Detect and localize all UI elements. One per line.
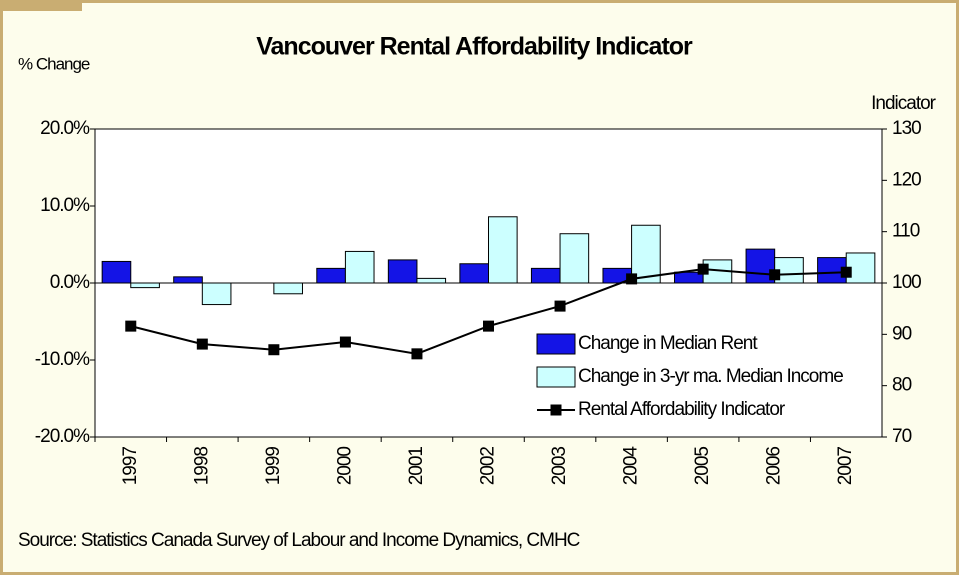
bar: [387, 259, 418, 284]
x-tick-label: 2007: [835, 447, 856, 486]
x-tick-label: 2000: [334, 447, 355, 486]
x-tick-label: 2005: [692, 447, 713, 486]
marker: [268, 344, 280, 356]
tab: [0, 0, 82, 11]
bar: [273, 282, 303, 295]
y-tick-label: -20.0%: [35, 426, 90, 447]
marker: [769, 269, 781, 281]
y-axis-label: % Change: [18, 54, 90, 73]
marker: [840, 266, 852, 278]
y-tick-label: -10.0%: [35, 349, 90, 370]
y2-tick-label: 110: [892, 221, 920, 242]
marker: [626, 273, 638, 285]
marker: [196, 338, 208, 350]
y2-tick-label: 80: [892, 375, 912, 396]
legend-label: Change in Median Rent: [578, 333, 758, 354]
source-note: Source: Statistics Canada Survey of Labo…: [18, 530, 580, 551]
legend-label: Change in 3-yr ma. Median Income: [578, 366, 843, 387]
bar: [173, 276, 203, 284]
legend-swatch: [536, 333, 576, 355]
bar: [416, 277, 447, 284]
marker: [411, 348, 423, 360]
legend-swatch: [536, 366, 576, 388]
y2-tick-label: 120: [892, 169, 921, 190]
marker: [554, 300, 566, 312]
x-tick-label: 2001: [406, 447, 427, 486]
bar: [101, 260, 132, 284]
chart-title: Vancouver Rental Affordability Indicator: [256, 33, 693, 61]
x-tick-label: 1997: [120, 447, 141, 486]
legend-label: Rental Affordability Indicator: [578, 399, 786, 420]
bar: [488, 216, 518, 284]
bar: [344, 250, 375, 284]
legend-marker: [550, 404, 562, 416]
marker: [697, 263, 709, 275]
bar: [559, 233, 590, 284]
y-tick-label: 10.0%: [40, 195, 90, 216]
x-tick-label: 2003: [549, 447, 570, 486]
bar: [631, 224, 661, 284]
y2-axis-label: Indicator: [871, 93, 937, 114]
x-tick-label: 2002: [478, 447, 499, 486]
y2-tick-label: 130: [892, 118, 921, 139]
x-tick-label: 1999: [263, 447, 284, 486]
x-tick-label: 1998: [191, 447, 212, 486]
bar: [201, 282, 232, 306]
y-tick-label: 0.0%: [50, 272, 90, 293]
y2-tick-label: 100: [892, 272, 921, 293]
x-tick-label: 2006: [764, 447, 785, 486]
bar: [459, 263, 489, 284]
x-tick-label: 2004: [621, 446, 642, 486]
bar: [530, 267, 561, 284]
bar: [316, 267, 346, 284]
y2-tick-label: 90: [892, 323, 912, 344]
bar: [817, 257, 847, 284]
bar: [130, 282, 160, 289]
marker: [339, 336, 351, 348]
marker: [483, 320, 494, 332]
marker: [125, 320, 137, 332]
y2-tick-label: 70: [892, 426, 912, 447]
y-tick-label: 20.0%: [40, 118, 90, 139]
